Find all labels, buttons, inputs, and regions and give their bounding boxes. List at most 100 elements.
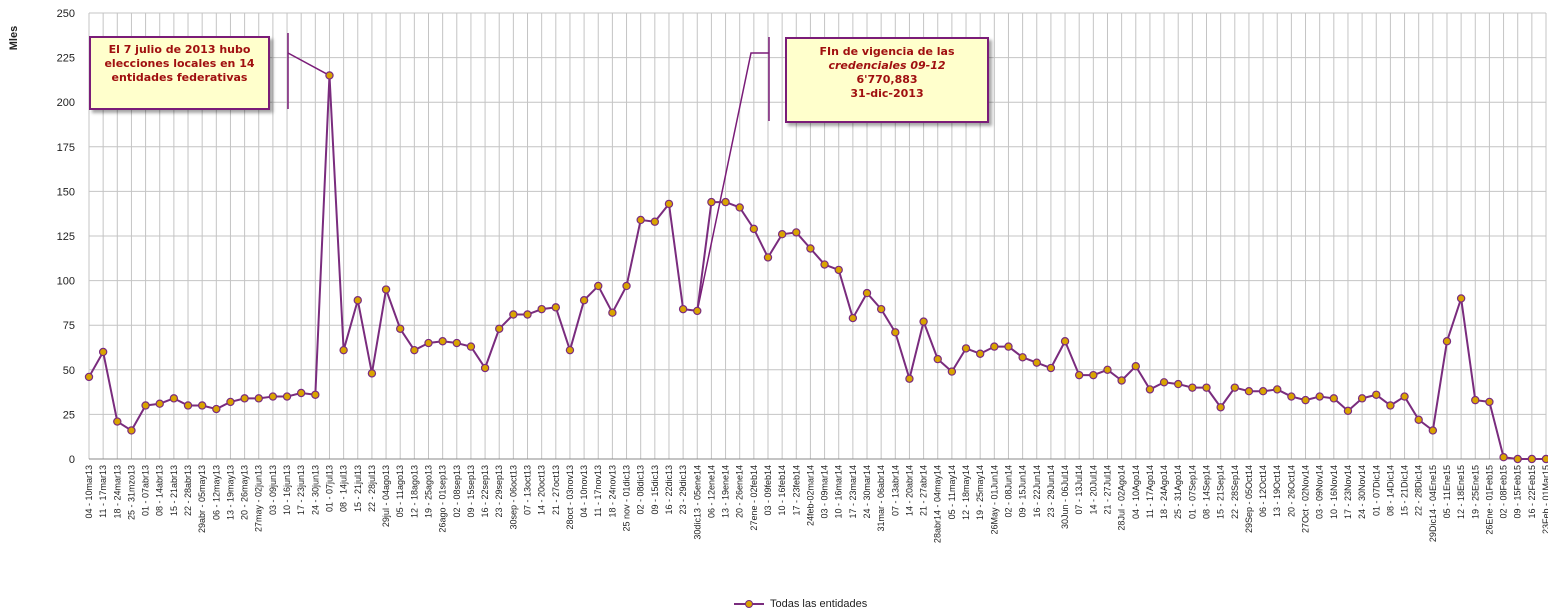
x-tick-label: 11 - 17Ago14 [1145,465,1155,518]
x-tick-label: 07 - 13oct13 [523,465,533,515]
data-point [806,244,815,253]
annotation-line: credenciales 09-12 [828,59,946,72]
x-tick-label: 11 - 17nov13 [593,465,603,517]
data-point [862,288,872,298]
x-tick-label: 09 - 15dic13 [650,465,660,515]
data-point [891,328,900,337]
data-point [1174,379,1183,389]
data-point [1032,358,1041,367]
x-tick-label: 29Sep - 05Oct14 [1244,465,1254,533]
annotation-line: El 7 julio de 2013 hubo [108,43,251,56]
data-point [1202,383,1211,392]
x-tick-label: 17 - 23mar14 [848,465,858,519]
x-tick-label: 08 - 14jul13 [339,465,349,512]
x-tick-label: 25 nov - 01dic13 [622,465,632,532]
x-tick-label: 30Jun - 06Jul14 [1060,465,1070,529]
x-tick-label: 16 - 22Feb15 [1527,465,1537,519]
data-point [282,392,292,401]
x-tick-label: 01 - 07Sep14 [1187,465,1197,519]
x-tick-label: 01 - 07jul13 [324,465,334,512]
data-point [608,308,617,317]
legend-label: Todas las entidades [770,598,868,610]
data-point [1074,370,1084,380]
x-tick-label: 05 - 11may14 [947,465,957,519]
pointer-line [696,52,769,312]
data-point [1541,454,1548,464]
x-tick-label: 01 - 07Dic14 [1371,465,1381,516]
data-point [1372,390,1381,399]
x-tick-label: 24 - 30jun13 [310,465,320,515]
data-point [367,369,377,378]
data-point [721,197,730,207]
data-point [834,265,843,275]
x-tick-label: 29Dic14 - 04Ene15 [1428,465,1438,542]
data-point [1414,415,1423,424]
x-tick-label: 08 - 14Sep14 [1202,465,1212,519]
x-tick-label: 28abr14 - 04may14 [933,465,943,543]
data-point [735,203,744,212]
x-tick-label: 14 - 20abr14 [904,465,914,516]
y-axis-label: Mles [8,26,20,50]
x-tick-label: 03 - 09mar14 [820,465,830,519]
data-point [1244,387,1254,396]
x-tick-label: 27Oct - 02Nov14 [1301,465,1311,533]
x-tick-label: 14 - 20oct13 [537,465,547,515]
data-point [1471,395,1480,405]
data-point [1131,362,1140,371]
data-point [1386,401,1395,410]
data-point [98,347,108,357]
x-tick-label: 28Jul - 02Ago14 [1117,465,1127,531]
data-point [325,71,334,80]
x-tick-label: 13 - 19may13 [225,465,235,520]
x-tick-label: 10 - 16mar14 [834,465,844,519]
x-tick-label: 16 - 22sep13 [480,465,490,518]
x-tick-label: 14 - 20Jul14 [1088,465,1098,515]
data-point [452,338,461,348]
data-point [183,401,193,410]
y-tick-label: 250 [57,8,75,20]
x-tick-label: 22 - 28jul13 [367,465,377,512]
x-tick-label: 05 - 11Ene15 [1442,465,1452,518]
legend: Todas las entidades [734,597,867,611]
x-tick-label: 16 - 22dic13 [664,465,674,515]
x-tick-label: 09 - 15Feb15 [1513,465,1523,519]
annotation-line: elecciones locales en 14 [104,57,255,70]
annotation-line: entidades federativas [111,71,248,84]
x-tick-label: 25 - 31mzo13 [126,465,136,520]
x-tick-label: 19 - 25Ene15 [1470,465,1480,519]
data-point [1301,395,1310,405]
data-point [495,324,504,333]
series-todas-las-entidades [84,71,1548,464]
x-tick-label: 26ago - 01sep13 [438,465,448,533]
data-point [438,337,447,346]
data-point [707,197,716,207]
y-tick-label: 200 [57,97,75,109]
data-point [169,394,179,403]
data-point [424,338,433,348]
x-tick-label: 23Feb - 01Mar15 [1541,465,1548,534]
data-point [933,354,942,364]
data-point [240,394,249,403]
data-point [1060,337,1070,346]
x-tick-label: 21 - 27Jul14 [1102,465,1112,515]
data-point [792,228,801,237]
data-point [1357,394,1367,403]
y-tick-label: 150 [57,186,75,198]
pointer-line [287,52,330,77]
data-point [1315,392,1324,401]
data-point [480,363,490,373]
x-tick-label: 23 - 29Jun14 [1046,465,1056,518]
y-tick-label: 175 [57,142,75,154]
x-tick-label: 24 - 30Nov14 [1357,465,1367,519]
data-point [763,253,773,262]
data-point [1499,453,1508,462]
data-point [1400,392,1409,401]
x-tick-label: 12 - 18Ene15 [1456,465,1466,519]
y-tick-label: 0 [69,454,75,466]
data-point [1442,337,1452,346]
y-tick-label: 25 [63,409,75,421]
x-tick-label: 06 - 12Oct14 [1258,465,1268,517]
x-tick-label: 06 - 12may13 [211,465,221,520]
x-tick-label: 04 - 10mar13 [84,465,94,519]
data-point [1089,370,1098,380]
